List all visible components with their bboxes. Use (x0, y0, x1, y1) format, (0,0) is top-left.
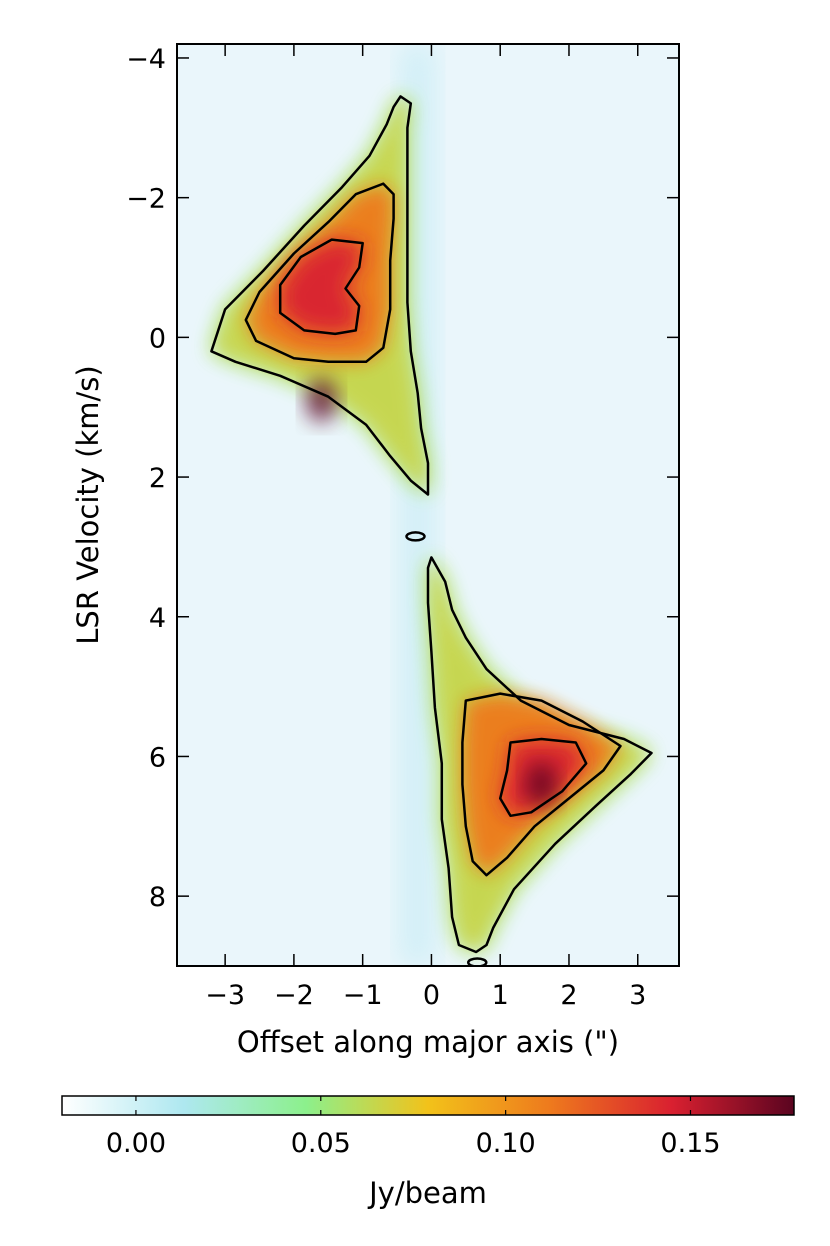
y-tick-label: −4 (126, 44, 166, 75)
contour-blue-shifted-outline_009 (244, 182, 395, 364)
colorbar-tick-label: 0.00 (106, 1128, 166, 1159)
x-axis-ticks: −3 −2 −1 0 1 2 3 (205, 44, 646, 1011)
y-tick-label: 4 (149, 603, 166, 634)
x-axis-label: Offset along major axis (") (237, 1025, 619, 1059)
emission-fill-blue-shifted-3 (280, 239, 363, 334)
x-tick-label: −3 (205, 980, 245, 1011)
contour-island-1 (467, 957, 488, 966)
colorbar: 0.00 0.05 0.10 0.15 Jy/beam (61, 1095, 795, 1210)
contour-island-0 (405, 531, 426, 542)
y-tick-label: 6 (149, 742, 166, 773)
y-tick-label: 8 (149, 882, 166, 913)
colorbar-tick-label: 0.05 (291, 1128, 351, 1159)
colorbar-tick-label: 0.10 (476, 1128, 536, 1159)
plot-area (176, 43, 680, 967)
x-tick-label: −2 (274, 980, 314, 1011)
contour-red-shifted-outline_005 (426, 556, 653, 954)
contour-red-shifted-outline_009 (461, 692, 622, 877)
colorbar-tick-label: 0.15 (660, 1128, 720, 1159)
x-tick-label: 3 (629, 980, 646, 1011)
y-tick-label: 0 (149, 323, 166, 354)
y-tick-label: 2 (149, 463, 166, 494)
emission-peak-1 (525, 762, 558, 807)
x-tick-label: 0 (423, 980, 440, 1011)
colorbar-bar (61, 1095, 795, 1116)
colorbar-label: Jy/beam (367, 1176, 487, 1210)
colorbar-ticks: 0.00 0.05 0.10 0.15 (106, 1096, 721, 1159)
y-axis-label: LSR Velocity (km/s) (71, 365, 105, 644)
y-tick-label: −2 (126, 184, 166, 215)
contour-blue-shifted-outline_005 (210, 95, 430, 496)
x-tick-label: −1 (343, 980, 383, 1011)
x-tick-label: 2 (560, 980, 577, 1011)
plot-frame (176, 43, 680, 967)
contour-layer (210, 95, 653, 966)
y-axis-ticks: −4 −2 0 2 4 6 8 (126, 44, 679, 913)
contour-blue-shifted-outline_013 (278, 238, 364, 336)
x-tick-label: 1 (492, 980, 509, 1011)
heatmap-layer (211, 44, 652, 966)
contour-red-shifted-outline_013 (498, 737, 588, 818)
